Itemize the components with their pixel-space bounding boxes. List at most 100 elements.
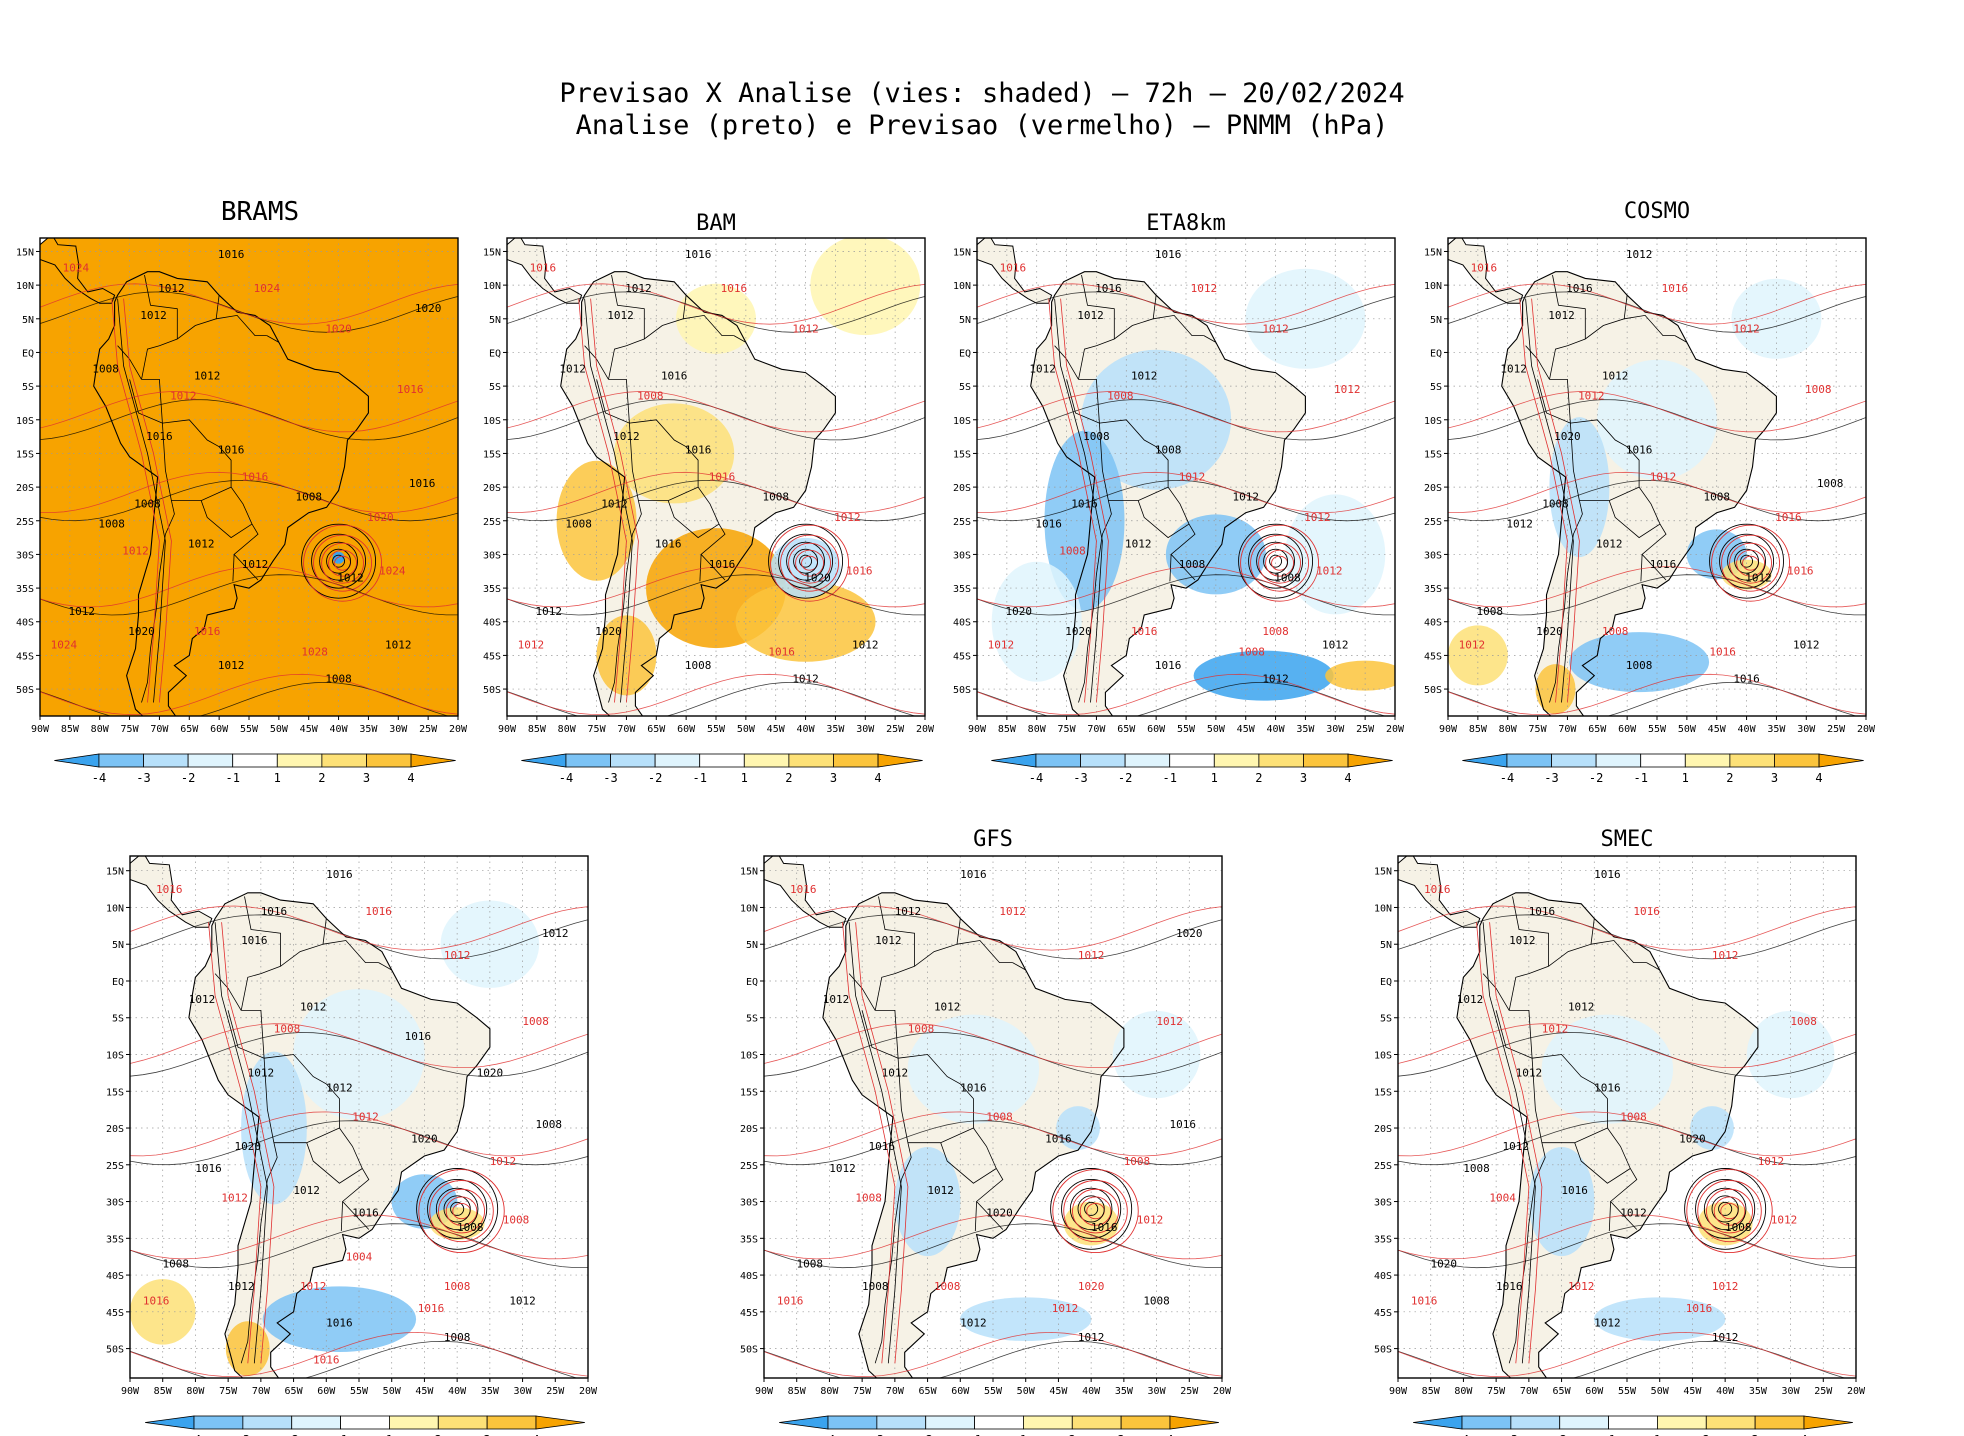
isobar-label-forecast: 1012 [1179,470,1206,483]
lon-tick-label: 35W [826,724,845,735]
lat-tick-label: 35S [1374,1234,1392,1245]
lon-tick-label: 40W [1738,724,1757,735]
lat-tick-label: EQ [22,348,34,359]
isobar-label-analysis: 1008 [134,497,161,510]
isobar-label-analysis: 1012 [158,282,185,295]
lat-lon-grid [507,238,925,716]
lon-tick-label: 30W [856,724,875,735]
country-border [1525,345,1550,380]
colorbar-arrow-left [779,1415,829,1430]
country-border [1508,1142,1546,1364]
isobar-label-forecast: 1016 [530,262,557,275]
isobar-label-forecast: 1012 [999,905,1026,918]
lat-tick-label: 10S [953,416,971,427]
lat-tick-label: 25S [16,517,34,528]
lat-tick-label: 5N [112,940,124,951]
panel-smec: SMEC 1016 1016 1012 1012 1012 1012 1016 1020 1012… [1374,827,1866,1436]
coastline [1030,271,1306,716]
isobar-label-analysis: 1012 [1620,1206,1647,1219]
plot-area: 1012 1016 1012 1012 1012 1020 1016 1008 1008 1012… [1448,238,1866,716]
bias-blob [1325,660,1395,691]
lat-tick-label: 10S [106,1051,124,1062]
colorbar-segment [143,753,189,768]
colorbar-label: -1 [692,771,706,785]
andes-contour [1489,922,1543,1364]
forecast-isobar [130,1214,588,1260]
lon-tick-label: 65W [1553,1386,1572,1397]
forecast-low-contour [1063,1180,1128,1243]
contour-labels: 1016 1016 1012 1012 1012 1012 1016 1020 1012 1008… [1411,868,1817,1344]
colorbar: -4 -3 -2 -1 1 2 3 4 [1462,753,1864,785]
lat-tick-label: 40S [16,618,34,629]
lat-tick-label: 50S [740,1345,758,1356]
analysis-isobar [1398,1223,1856,1269]
forecast-isobar [507,283,925,325]
isobar-label-forecast: 1012 [352,1111,379,1124]
forecast-isobar [1398,905,1856,951]
isobar-label-forecast: 1012 [300,1280,327,1293]
low-pressure-contour [326,548,352,574]
bias-blob [130,1279,196,1345]
lat-tick-label: 10S [16,416,34,427]
isobar-label-analysis: 1012 [1262,672,1289,685]
isobar-label-forecast: 1012 [1078,949,1105,962]
isobar-label-analysis: 1008 [1542,497,1569,510]
lat-tick-label: 40S [106,1271,124,1282]
land-central-america [764,856,846,928]
lon-tick-label: 60W [210,724,229,735]
lon-tick-label: 75W [219,1386,238,1397]
lat-tick-label: 50S [1424,685,1442,696]
isobar-label-forecast: 1008 [1602,625,1629,638]
isobar-label-forecast: 1008 [1262,625,1289,638]
contour-labels: 1016 1016 1016 1012 1012 1012 1012 1020 1020 1016… [143,868,569,1366]
isobar-label-analysis: 1016 [326,868,353,881]
colorbar-label: 4 [1344,771,1351,785]
lon-tick-label: 70W [617,724,636,735]
lat-tick-label: 5N [22,315,34,326]
forecast-low-contour [418,1169,505,1254]
colorbar-label: 4 [1815,771,1822,785]
andes-contour [1054,298,1103,703]
colorbar-arrow-right [410,753,456,768]
forecast-isobar [1448,283,1866,325]
isobar-label-forecast: 1024 [254,282,281,295]
forecast-isobar [764,1111,1222,1157]
forecast-low-contour [780,534,840,592]
colorbar-segment [1071,1415,1122,1430]
isobar-label-analysis: 1012 [536,605,563,618]
isobar-label-analysis: 1012 [1503,1140,1530,1153]
andes-contour [848,922,902,1364]
forecast-isobar [40,566,458,608]
isobar-label-analysis: 1012 [852,639,879,652]
lat-tick-label: 25S [1374,1161,1392,1172]
contour-labels: 1016 1012 1012 1012 1012 1012 1016 1016 1016 1012… [777,868,1203,1344]
colorbar-label: -2 [284,1433,298,1436]
country-border [733,335,747,343]
lon-tick-label: 75W [1529,724,1548,735]
lat-tick-label: 50S [1374,1345,1392,1356]
coastline-central-america [40,238,116,304]
colorbar-segment [654,753,701,768]
isobar-label-forecast: 1016 [721,282,748,295]
lon-tick-label: 80W [820,1386,839,1397]
low-pressure-contour [332,554,346,568]
lat-tick-label: 30S [483,550,501,561]
country-border [117,345,142,380]
colorbar-segment [1080,753,1126,768]
bias-blob [991,561,1082,682]
country-border [683,314,734,336]
colorbar-segment [187,753,234,768]
forecast-isobar [1448,673,1866,716]
isobar-label-analysis: 1016 [1035,517,1062,530]
lon-tick-label: 85W [1422,1386,1441,1397]
lon-tick-label: 90W [968,724,987,735]
lat-tick-label: 5N [1430,315,1442,326]
lon-tick-label: 80W [1454,1386,1473,1397]
isobar-label-forecast: 1008 [1790,1015,1817,1028]
isobar-label-analysis: 1016 [960,868,987,881]
isobar-label-analysis: 1016 [218,443,245,456]
lat-tick-label: 15S [953,449,971,460]
colorbar-label: 2 [318,771,325,785]
colorbar-label: -4 [1455,1433,1469,1436]
land-south-america [1456,892,1758,1378]
